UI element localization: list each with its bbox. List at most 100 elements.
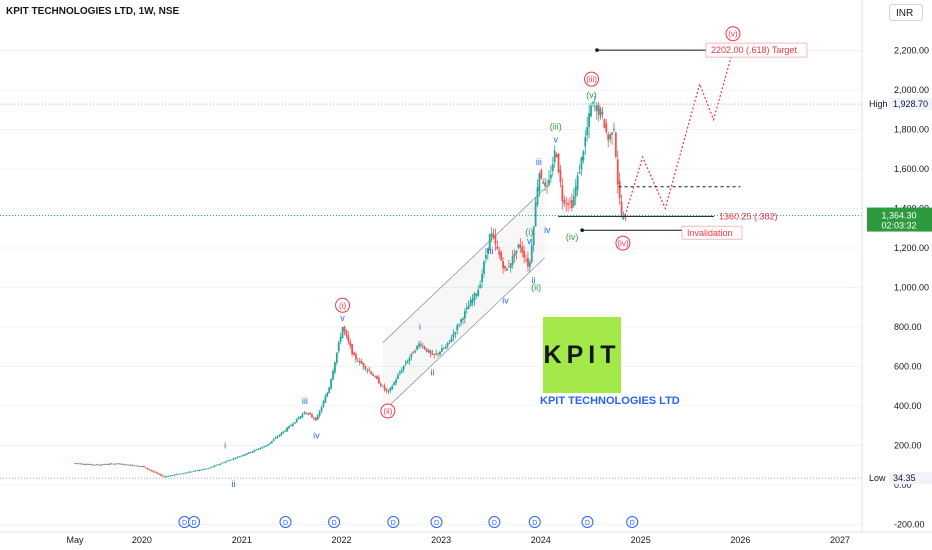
candle-body	[91, 464, 94, 465]
candle-body	[349, 341, 352, 346]
candle-body	[83, 464, 86, 466]
wave-label: (i)	[525, 227, 533, 237]
candlestick-series	[74, 95, 627, 478]
candle-body	[467, 305, 470, 309]
candle-body	[144, 467, 147, 469]
bar-countdown-timer: 02:03:32	[881, 221, 916, 231]
candle-body	[572, 196, 575, 206]
candle-body	[320, 407, 323, 412]
candle-body	[183, 473, 185, 475]
wave-label: (iv)	[566, 232, 579, 242]
candle-body	[502, 260, 504, 269]
candle-body	[383, 385, 386, 390]
channel-upper-line	[382, 188, 545, 344]
candle-body	[416, 345, 418, 350]
candle-body	[429, 350, 432, 354]
candle-body	[110, 463, 113, 465]
candle-body	[230, 459, 233, 461]
high-tag-label: High	[869, 99, 888, 109]
candle-body	[207, 468, 210, 469]
candle-body	[209, 467, 212, 468]
candle-body	[316, 415, 319, 420]
candle-body	[609, 134, 612, 140]
candle-body	[400, 370, 403, 373]
candle-body	[324, 396, 327, 403]
candle-body	[463, 311, 466, 319]
candle-body	[219, 463, 222, 465]
candle-body	[523, 250, 526, 258]
dividend-icon-label: D	[492, 520, 497, 527]
candle-body	[414, 351, 417, 353]
candle-body	[496, 246, 499, 249]
candle-body	[548, 179, 550, 185]
candle-body	[334, 362, 336, 373]
y-tick-label: -200.00	[894, 520, 925, 530]
candle-body	[81, 463, 84, 465]
candle-body	[127, 464, 130, 466]
candle-body	[358, 361, 361, 363]
candle-body	[305, 412, 308, 414]
candle-body	[270, 440, 273, 443]
candle-body	[345, 330, 348, 336]
candle-body	[563, 199, 566, 204]
candle-body	[408, 357, 411, 362]
candle-body	[559, 169, 562, 183]
candle-body	[452, 333, 455, 338]
candle-body	[263, 446, 266, 447]
x-tick-label: 2026	[730, 535, 750, 545]
candle-body	[194, 470, 197, 472]
candle-body	[379, 383, 382, 386]
candle-body	[601, 112, 604, 115]
candle-body	[240, 455, 243, 457]
candle-body	[311, 414, 313, 418]
candle-body	[242, 455, 245, 456]
candle-body	[372, 374, 375, 377]
candle-body	[353, 352, 355, 356]
candle-body	[238, 456, 241, 458]
candle-body	[450, 338, 453, 342]
candle-body	[225, 461, 227, 463]
y-tick-label: 1,200.00	[894, 243, 929, 253]
candle-body	[473, 293, 476, 301]
candle-body	[280, 432, 283, 436]
candle-body	[116, 463, 118, 465]
candle-body	[198, 469, 201, 471]
candle-body	[565, 203, 568, 204]
candle-body	[423, 346, 426, 350]
candle-body	[282, 431, 285, 433]
candle-body	[530, 245, 533, 262]
candle-body	[483, 261, 485, 274]
candle-body	[249, 452, 252, 453]
candle-body	[576, 175, 579, 190]
candle-body	[519, 244, 522, 248]
wave-label-circle	[725, 26, 741, 42]
candle-body	[595, 105, 598, 112]
wave-label: iv	[313, 431, 320, 441]
wave-label: v	[340, 313, 345, 323]
dividend-icon-label: D	[532, 520, 537, 527]
candle-body	[85, 464, 88, 465]
candle-body	[202, 469, 204, 471]
candle-body	[112, 463, 115, 465]
candle-body	[228, 459, 231, 461]
candle-body	[192, 471, 195, 472]
candle-body	[265, 445, 268, 447]
candle-body	[171, 475, 174, 476]
candle-body	[158, 473, 160, 475]
currency-selector[interactable]: INR	[889, 4, 923, 21]
chart-title: KPIT TECHNOLOGIES LTD, 1W, NSE	[6, 6, 180, 17]
candle-body	[274, 437, 277, 439]
wave-label: iv	[544, 225, 551, 235]
candle-body	[412, 351, 415, 354]
candle-body	[484, 255, 487, 259]
candle-body	[119, 463, 122, 465]
candle-body	[425, 348, 428, 352]
dividend-icon	[328, 516, 341, 528]
candle-body	[490, 233, 493, 237]
candle-body	[515, 250, 518, 254]
wave-label: (i)	[339, 301, 346, 310]
y-tick-label: 1,600.00	[894, 164, 929, 174]
wave-label: i	[224, 441, 226, 451]
